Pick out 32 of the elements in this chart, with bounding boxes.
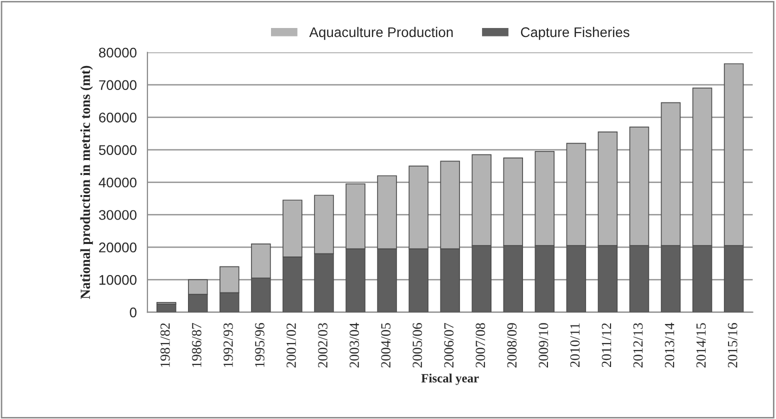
x-tick-label: 2005/06 — [412, 322, 422, 368]
y-tick-label: 20000 — [99, 242, 136, 252]
legend-label: Aquaculture Production — [309, 26, 453, 40]
x-tick-label: 2011/12 — [602, 323, 612, 367]
x-tick-label: 2010/11 — [570, 323, 580, 367]
x-tick-label: 2004/05 — [381, 323, 391, 368]
y-tick-label: 50000 — [98, 145, 136, 155]
x-tick-label: 2012/13 — [633, 323, 643, 368]
y-tick-label: 30000 — [98, 210, 136, 220]
legend-label: Capture Fisheries — [520, 26, 630, 40]
x-tick-label: 2003/04 — [350, 322, 359, 368]
y-tick-label: 40000 — [98, 178, 136, 188]
x-tick-label: 2001/02 — [286, 323, 296, 368]
y-tick-label: 10000 — [99, 275, 136, 285]
y-tick-label: 80000 — [99, 48, 136, 58]
x-tick-label: 1995/96 — [255, 322, 264, 367]
x-tick-label: 2002/03 — [318, 323, 328, 368]
x-tick-label: 2015/16 — [728, 322, 738, 368]
y-tick-label: 0 — [130, 307, 136, 318]
x-tick-label: 1981/82 — [160, 323, 170, 367]
x-tick-label: 2013/14 — [664, 322, 674, 368]
x-tick-label: 2009/10 — [538, 323, 548, 368]
x-axis-title: Fiscal year — [421, 374, 479, 386]
x-tick-label: 1992/93 — [224, 323, 233, 367]
x-tick-label: 2014/15 — [696, 323, 706, 368]
x-tick-label: 2006/07 — [444, 322, 454, 368]
x-tick-label: 2007/08 — [476, 323, 486, 368]
y-tick-label: 60000 — [99, 112, 136, 122]
x-tick-label: 2008/09 — [507, 323, 517, 368]
y-axis-title: National production in metric tons (mt) — [80, 66, 93, 299]
y-tick-label: 70000 — [99, 80, 136, 90]
x-tick-label: 1986/87 — [192, 322, 202, 367]
